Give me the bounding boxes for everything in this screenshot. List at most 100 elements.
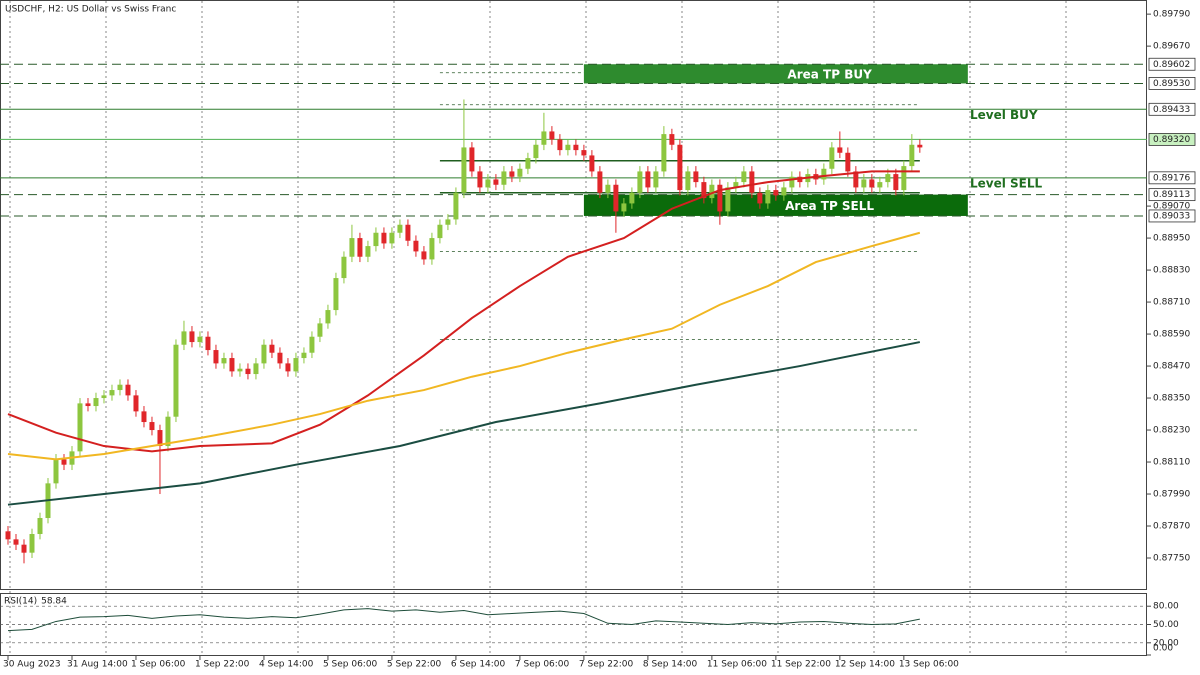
- candle-body: [501, 171, 507, 185]
- candle-body: [821, 168, 827, 180]
- candle-body: [581, 150, 587, 156]
- candle-body: [141, 411, 147, 423]
- candle-body: [717, 184, 723, 212]
- candle-body: [29, 534, 35, 553]
- candle-body: [253, 363, 259, 375]
- candle-body: [333, 278, 339, 311]
- area-label: Area TP BUY: [787, 67, 872, 81]
- y-tick-label: 0.88950: [1153, 234, 1190, 244]
- candle-body: [301, 352, 307, 359]
- candle-body: [437, 224, 443, 239]
- candle-body: [309, 336, 315, 353]
- candle-body: [477, 171, 483, 188]
- price-level-label: 0.89113: [1153, 190, 1190, 200]
- candle-body: [357, 238, 363, 257]
- candle-body: [885, 174, 891, 183]
- candle-body: [893, 174, 899, 191]
- candle-body: [901, 166, 907, 191]
- candle-body: [613, 184, 619, 212]
- candle-body: [165, 416, 171, 447]
- candle-body: [765, 190, 771, 204]
- candle-body: [645, 171, 651, 188]
- candle-body: [245, 368, 251, 375]
- candle-body: [509, 171, 515, 177]
- candle-body: [21, 544, 27, 553]
- y-tick-label: 0.88350: [1153, 394, 1190, 404]
- candle-body: [589, 155, 595, 172]
- price-level-box: [1148, 171, 1196, 185]
- candle-body: [397, 224, 403, 233]
- x-tick-label: 5 Sep 06:00: [323, 660, 378, 670]
- candle-body: [725, 187, 731, 212]
- price-level-label: 0.89433: [1153, 105, 1190, 115]
- candle-body: [325, 310, 331, 324]
- candle-body: [845, 152, 851, 172]
- candle-body: [189, 331, 195, 343]
- candle-body: [701, 182, 707, 199]
- candle-body: [109, 390, 115, 396]
- candle-body: [389, 232, 395, 244]
- candle-body: [869, 179, 875, 188]
- candle-body: [85, 403, 91, 407]
- candle-body: [789, 176, 795, 188]
- candle-body: [781, 187, 787, 196]
- x-tick-label: 30 Aug 2023: [3, 660, 61, 670]
- candle-body: [741, 171, 747, 183]
- candle-body: [37, 518, 43, 535]
- y-tick-label: 0.88230: [1153, 426, 1190, 436]
- y-tick-label: 0.89670: [1153, 42, 1190, 52]
- candle-body: [277, 352, 283, 364]
- candle-body: [669, 134, 675, 145]
- candle-body: [829, 147, 835, 169]
- candle-body: [13, 539, 19, 545]
- candle-body: [285, 363, 291, 372]
- area-box: [583, 64, 968, 84]
- candle-body: [461, 147, 467, 193]
- candle-body: [549, 131, 555, 140]
- x-tick-label: 12 Sep 14:00: [835, 660, 895, 670]
- candle-body: [693, 171, 699, 183]
- y-tick-label: 0.87990: [1153, 490, 1190, 500]
- candle-body: [413, 240, 419, 252]
- candle-body: [917, 144, 923, 148]
- candle-body: [661, 134, 667, 172]
- price-level-box: [1148, 57, 1196, 71]
- candle-body: [429, 238, 435, 260]
- rsi-line: [7, 608, 920, 632]
- candle-body: [453, 192, 459, 220]
- candle-body: [749, 171, 755, 193]
- candle-body: [181, 331, 187, 345]
- candle-body: [229, 358, 235, 372]
- x-tick-label: 11 Sep 22:00: [771, 660, 831, 670]
- candle-body: [533, 144, 539, 159]
- candle-body: [381, 232, 387, 244]
- candle-body: [157, 430, 163, 447]
- candle-body: [877, 182, 883, 188]
- candle-body: [221, 358, 227, 364]
- candle-body: [317, 323, 323, 337]
- candle-body: [733, 182, 739, 188]
- x-tick-label: 7 Sep 06:00: [515, 660, 570, 670]
- candle-body: [53, 459, 59, 484]
- rsi-tick-label: 50.00: [1153, 620, 1179, 630]
- price-level-label: 0.89530: [1153, 79, 1190, 89]
- price-level-label: 0.89176: [1153, 173, 1190, 183]
- candle-body: [237, 368, 243, 372]
- rsi-tick-label: 80.00: [1153, 602, 1179, 612]
- x-tick-label: 13 Sep 06:00: [899, 660, 959, 670]
- area-box: [583, 194, 968, 216]
- candle-body: [909, 144, 915, 167]
- rsi-tick-label: 20.00: [1153, 638, 1179, 648]
- candle-body: [365, 246, 371, 257]
- candle-body: [349, 238, 355, 257]
- price-level-label: 0.89602: [1153, 60, 1190, 70]
- x-tick-label: 4 Sep 14:00: [259, 660, 314, 670]
- candle-body: [837, 147, 843, 153]
- rsi-tick-label: 0.00: [1153, 644, 1173, 654]
- x-tick-label: 11 Sep 06:00: [707, 660, 767, 670]
- y-tick-label: 0.88830: [1153, 266, 1190, 276]
- y-tick-label: 0.88710: [1153, 298, 1190, 308]
- candle-body: [269, 344, 275, 353]
